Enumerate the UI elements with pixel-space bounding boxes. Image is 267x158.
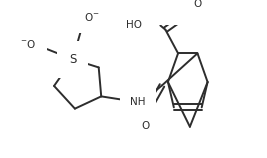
Text: O: O — [141, 121, 149, 131]
Text: S: S — [69, 53, 76, 66]
Text: HO: HO — [126, 21, 142, 30]
Text: O: O — [193, 0, 202, 9]
Text: O$^{-}$: O$^{-}$ — [84, 11, 99, 23]
Text: NH: NH — [130, 97, 146, 107]
Text: $^{-}$O: $^{-}$O — [20, 38, 37, 50]
